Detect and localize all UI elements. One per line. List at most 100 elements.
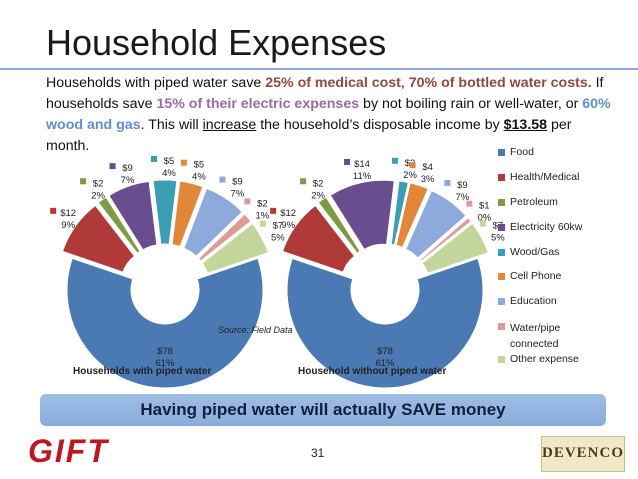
slice-percent-label: 2% xyxy=(91,190,105,201)
slice-percent-label: 7% xyxy=(456,192,470,203)
slice-percent-label: 4% xyxy=(162,168,176,179)
slice-percent-label: 11% xyxy=(353,171,372,182)
slice-label-marker xyxy=(479,220,486,227)
intro-text-1: Households with piped water save xyxy=(46,75,266,91)
slice-label-marker xyxy=(244,198,251,205)
slice-label-marker xyxy=(180,159,187,166)
slice-value-label: $12 xyxy=(60,208,76,219)
donut-chart-without-piped-water: $7861%$129%$22%$1411%$22%$43%$97%$10%$75… xyxy=(270,157,505,389)
intro-text-4: by not boiling rain or well-water, or xyxy=(359,96,583,112)
source-note: Source: Field Data xyxy=(218,325,293,335)
intro-text-5: . This will xyxy=(140,117,203,133)
donut-slice-cell-phone xyxy=(395,182,429,249)
legend-label: Wood/Gas xyxy=(510,246,560,258)
slice-value-label: $2 xyxy=(313,178,324,189)
legend-swatch xyxy=(498,174,505,181)
slice-percent-label: 7% xyxy=(231,189,245,200)
intro-paragraph: Households with piped water save 25% of … xyxy=(46,73,616,157)
slice-percent-label: 7% xyxy=(121,175,135,186)
slice-percent-label: 0% xyxy=(477,213,491,224)
donut-slice-wood-gas xyxy=(152,179,178,245)
banner-text: Having piped water will actually SAVE mo… xyxy=(140,400,506,419)
donut-slice-food xyxy=(286,257,484,389)
slice-value-label: $78 xyxy=(157,346,173,357)
slice-label-marker xyxy=(409,162,416,169)
slice-label-marker xyxy=(270,207,277,214)
slice-label-marker xyxy=(344,158,351,165)
legend-label: Petroleum xyxy=(510,196,558,208)
intro-text-3: If households save xyxy=(46,75,604,112)
slice-value-label: $5 xyxy=(164,156,175,167)
conclusion-banner: Having piped water will actually SAVE mo… xyxy=(40,394,606,426)
slice-label-marker xyxy=(219,176,226,183)
legend-swatch xyxy=(498,149,505,156)
legend-label: Water/pipe connected xyxy=(510,322,561,350)
slice-value-label: $2 xyxy=(93,178,104,189)
chart-caption-with-piped: Households with piped water xyxy=(73,366,212,377)
slice-value-label: $7 xyxy=(273,221,284,232)
donut-slice-health-medical xyxy=(61,204,136,273)
slice-percent-label: 4% xyxy=(192,172,206,183)
slice-value-label: $7 xyxy=(493,221,504,232)
legend-swatch xyxy=(498,249,505,256)
donut-slice-cell-phone xyxy=(171,180,204,248)
donut-slice-petroleum xyxy=(317,196,361,254)
slice-value-label: $4 xyxy=(422,162,433,173)
intro-text-2: , xyxy=(400,75,409,91)
slice-label-marker xyxy=(300,178,307,185)
donut-slice-petroleum xyxy=(97,196,141,254)
intro-text-6: the household’s disposable income by xyxy=(256,117,504,133)
slice-percent-label: 5% xyxy=(271,233,285,244)
slice-percent-label: 9% xyxy=(281,220,295,231)
legend-label: Health/Medical xyxy=(510,171,580,183)
slice-value-label: $9 xyxy=(457,180,468,191)
slice-label-marker xyxy=(50,207,57,214)
slice-percent-label: 9% xyxy=(61,220,75,231)
intro-amount: $13.58 xyxy=(503,117,548,133)
gift-logo: GIFT xyxy=(28,433,107,467)
legend-label: Electricity 60kw xyxy=(510,221,583,233)
devenco-logo: DEVENCO xyxy=(541,436,625,472)
slice-percent-label: 5% xyxy=(491,233,505,244)
slice-value-label: $9 xyxy=(232,177,243,188)
slice-label-marker xyxy=(392,157,399,164)
legend-swatch xyxy=(498,199,505,206)
legend-swatch xyxy=(498,323,505,330)
intro-text-7: per month. xyxy=(46,117,572,154)
intro-highlight-medical: 25% of medical cost xyxy=(265,75,401,91)
slide-title: Household Expenses xyxy=(46,22,387,63)
donut-slice-other-expense xyxy=(421,222,489,274)
legend-swatch xyxy=(498,273,505,280)
slice-percent-label: 1% xyxy=(255,210,269,221)
donut-slice-electricity-60kw xyxy=(108,180,158,251)
slice-label-marker xyxy=(259,220,266,227)
donut-slice-food xyxy=(66,257,264,389)
intro-highlight-wood: 60% wood and gas xyxy=(46,96,611,133)
legend-label: Cell Phone xyxy=(510,270,562,282)
devenco-logo-text: DEVENCO xyxy=(542,445,625,461)
page-number: 31 xyxy=(311,446,325,460)
slice-percent-label: 2% xyxy=(311,190,325,201)
donut-slice-water-pipe-connected xyxy=(197,213,252,262)
intro-highlight-electric: 15% of their electric expenses xyxy=(156,96,360,112)
title-rule xyxy=(0,68,638,70)
slice-percent-label: 2% xyxy=(403,170,417,181)
slice-value-label: $14 xyxy=(354,159,370,170)
donut-slice-wood-gas xyxy=(390,180,409,246)
legend-swatch xyxy=(498,356,505,363)
slice-label-marker xyxy=(151,156,157,162)
slice-label-marker xyxy=(109,163,116,170)
slice-percent-label: 3% xyxy=(421,174,435,185)
chart-caption-without-piped: Household without piped water xyxy=(298,366,447,377)
donut-slice-education xyxy=(405,189,467,259)
slice-label-marker xyxy=(80,178,87,185)
slice-percent-label: 61% xyxy=(375,358,395,369)
donut-slice-education xyxy=(183,187,243,258)
intro-underline-increase: increase xyxy=(202,117,257,133)
slice-value-label: $9 xyxy=(122,163,133,174)
slice-value-label: $1 xyxy=(479,201,490,212)
legend-swatch xyxy=(498,298,505,305)
intro-highlight-bottled: 70% of bottled water costs. xyxy=(408,75,592,91)
slice-value-label: $12 xyxy=(280,208,296,219)
